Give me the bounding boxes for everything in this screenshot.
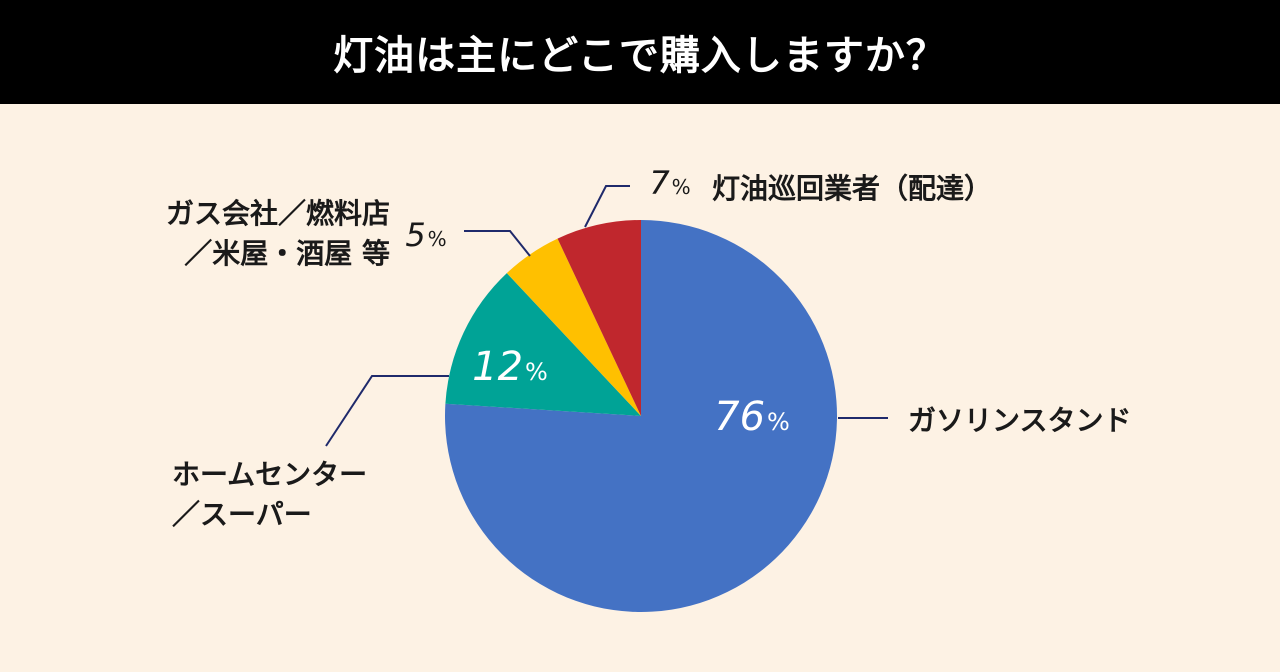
percent-value: 76 <box>714 394 765 440</box>
category-label: ホームセンター <box>172 458 367 491</box>
percent-label: 7% <box>649 164 690 202</box>
leader-line <box>464 230 531 257</box>
percent-label: 76% <box>714 394 790 440</box>
pie-slice <box>445 273 641 416</box>
percent-label: 12% <box>472 344 548 390</box>
category-label: ／米屋・酒屋 等 <box>184 237 390 270</box>
percent-unit: % <box>767 408 790 436</box>
category-label: ガス会社／燃料店 <box>166 197 390 230</box>
percent-value: 7 <box>649 164 670 202</box>
percent-value: 5 <box>405 216 425 254</box>
percent-value: 12 <box>472 344 523 390</box>
category-label: 灯油巡回業者（配達） <box>712 172 992 205</box>
pie-slice <box>557 220 641 416</box>
pie-slice <box>506 238 641 416</box>
category-label: ／スーパー <box>172 498 312 531</box>
percent-unit: % <box>525 358 548 386</box>
category-label: ガソリンスタンド <box>908 404 1131 437</box>
leader-line <box>584 185 630 228</box>
percent-label: 5% <box>405 216 446 254</box>
pie-slices <box>444 220 837 612</box>
chart-title: 灯油は主にどこで購入しますか？ <box>333 33 947 79</box>
percent-unit: % <box>672 175 691 199</box>
percent-unit: % <box>428 227 447 251</box>
title-banner: 灯油は主にどこで購入しますか？ <box>0 0 1280 104</box>
leader-line <box>325 375 449 447</box>
